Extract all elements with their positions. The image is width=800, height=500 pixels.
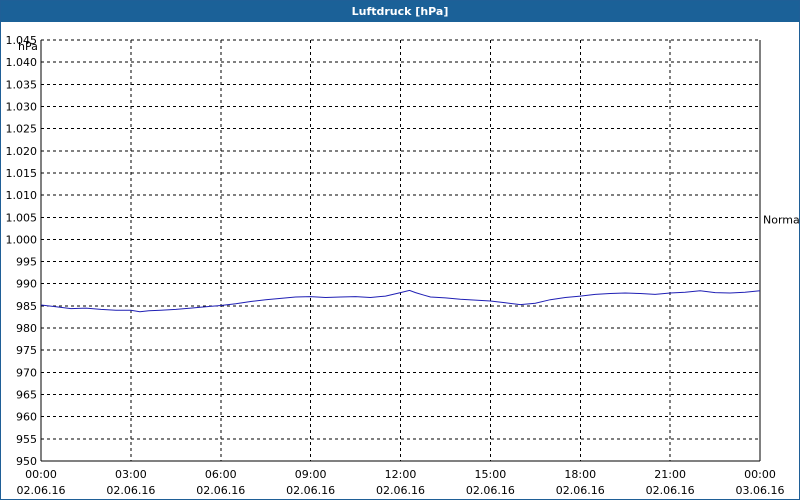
chart-title: Luftdruck [hPa] (1, 1, 799, 22)
axes-layer (40, 40, 761, 462)
pressure-series-line (40, 289, 761, 313)
y-tick-label: 965 (16, 389, 37, 402)
x-tick-time-label: 15:00 (475, 468, 507, 481)
series-layer (40, 289, 761, 313)
x-tick-date-label: 02.06.16 (376, 484, 425, 497)
x-tick-time-label: 18:00 (564, 468, 596, 481)
x-tick-time-label: 06:00 (205, 468, 237, 481)
label-layer: 950 955 960 965 970 975 980 985 990 995 1.000 1.005… (6, 34, 800, 497)
x-tick-date-label: 02.06.16 (556, 484, 605, 497)
y-tick-label: 990 (16, 278, 37, 291)
x-tick-time-label: 00:00 (25, 468, 57, 481)
x-tick-time-label: 21:00 (654, 468, 686, 481)
y-tick-label: 995 (16, 256, 37, 269)
y-tick-label: 970 (16, 366, 37, 379)
y-tick-label: 1.020 (6, 145, 38, 158)
y-tick-label: 1.000 (6, 233, 38, 246)
y-tick-label: 1.030 (6, 100, 38, 113)
x-tick-date-label: 02.06.16 (286, 484, 335, 497)
x-tick-date-label: 02.06.16 (106, 484, 155, 497)
x-tick-time-label: 00:00 (744, 468, 776, 481)
y-tick-label: 1.010 (6, 189, 38, 202)
y-tick-label: 985 (16, 300, 37, 313)
x-tick-date-label: 02.06.16 (17, 484, 66, 497)
y-tick-label: 960 (16, 411, 37, 424)
x-tick-time-label: 12:00 (385, 468, 417, 481)
y-tick-label: 1.025 (6, 123, 38, 136)
normal-annotation-label: Normal (763, 213, 800, 226)
y-tick-label: 1.045 (6, 34, 38, 47)
grid-layer (41, 39, 761, 461)
x-tick-date-label: 03.06.16 (736, 484, 785, 497)
x-tick-date-label: 02.06.16 (196, 484, 245, 497)
y-axis-unit-label: hPa (18, 40, 38, 53)
y-tick-label: 980 (16, 322, 37, 335)
x-tick-date-label: 02.06.16 (646, 484, 695, 497)
y-tick-label: 950 (16, 455, 37, 468)
y-tick-label: 1.015 (6, 167, 38, 180)
x-tick-time-label: 03:00 (115, 468, 147, 481)
y-tick-label: 1.035 (6, 78, 38, 91)
y-tick-label: 975 (16, 344, 37, 357)
x-tick-time-label: 09:00 (295, 468, 327, 481)
y-tick-label: 1.040 (6, 56, 38, 69)
y-tick-label: 1.005 (6, 211, 38, 224)
x-tick-date-label: 02.06.16 (466, 484, 515, 497)
y-tick-label: 955 (16, 433, 37, 446)
